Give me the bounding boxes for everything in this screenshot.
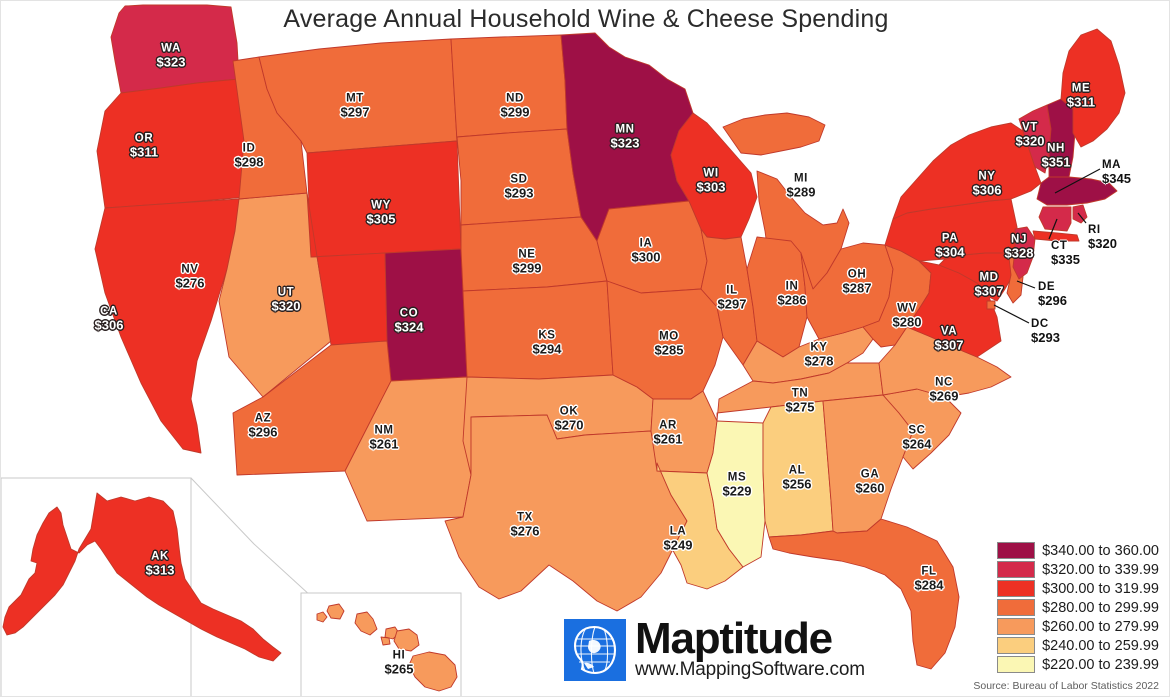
legend-swatch — [997, 542, 1036, 559]
legend-row[interactable]: $340.00 to 360.00 — [997, 541, 1159, 560]
state-NH[interactable] — [1046, 98, 1076, 178]
state-MO[interactable] — [606, 280, 724, 400]
state-AL[interactable] — [762, 400, 834, 538]
legend-row[interactable]: $320.00 to 339.99 — [997, 560, 1159, 579]
legend-row[interactable]: $260.00 to 279.99 — [997, 617, 1159, 636]
legend-row[interactable]: $300.00 to 319.99 — [997, 579, 1159, 598]
legend-swatch — [997, 618, 1036, 635]
state-AZ[interactable] — [232, 340, 392, 476]
state-ND[interactable] — [450, 34, 568, 142]
state-HI[interactable] — [316, 603, 458, 692]
state-RI[interactable] — [1072, 204, 1088, 224]
state-GA[interactable] — [822, 394, 914, 534]
legend-label: $220.00 to 239.99 — [1042, 656, 1159, 673]
state-NJ[interactable] — [1012, 226, 1036, 280]
state-CA[interactable] — [94, 198, 240, 454]
long-island — [1032, 230, 1080, 242]
maptitude-logo[interactable]: Maptitude www.MappingSoftware.com — [564, 614, 865, 681]
legend-label: $300.00 to 319.99 — [1042, 580, 1159, 597]
legend-swatch — [997, 580, 1036, 597]
legend-label: $260.00 to 279.99 — [1042, 618, 1159, 635]
legend-row[interactable]: $240.00 to 259.99 — [997, 636, 1159, 655]
leader-line-CT — [1048, 218, 1058, 240]
alaska-inset-connector — [190, 477, 313, 598]
source-note: Source: Bureau of Labor Statistics 2022 — [973, 680, 1159, 692]
legend-label: $240.00 to 259.99 — [1042, 637, 1159, 654]
logo-wordmark: Maptitude — [635, 614, 833, 663]
map-legend: $340.00 to 360.00 $320.00 to 339.99 $300.0… — [997, 541, 1159, 674]
state-OR[interactable] — [96, 78, 248, 209]
state-ME[interactable] — [1060, 28, 1126, 148]
state-CT[interactable] — [1038, 206, 1072, 232]
legend-swatch — [997, 637, 1036, 654]
legend-swatch — [997, 656, 1036, 673]
state-IA[interactable] — [596, 200, 708, 294]
legend-label: $280.00 to 299.99 — [1042, 599, 1159, 616]
globe-head-icon — [564, 619, 626, 681]
state-FL[interactable] — [768, 518, 960, 670]
legend-swatch — [997, 561, 1036, 578]
state-MS[interactable] — [706, 420, 766, 568]
legend-row[interactable]: $280.00 to 299.99 — [997, 598, 1159, 617]
legend-label: $320.00 to 339.99 — [1042, 561, 1159, 578]
state-VT[interactable] — [1018, 104, 1052, 174]
leader-line-DC — [993, 304, 1030, 324]
logo-url: www.MappingSoftware.com — [635, 659, 865, 681]
leader-line-RI — [1077, 212, 1087, 224]
leader-line-MA — [1054, 168, 1101, 194]
state-TX[interactable] — [444, 414, 688, 612]
leader-line-DE — [1016, 280, 1036, 289]
state-WY[interactable] — [306, 140, 462, 258]
legend-swatch — [997, 599, 1036, 616]
state-AK[interactable] — [2, 492, 282, 662]
state-WA[interactable] — [110, 4, 240, 94]
legend-row[interactable]: $220.00 to 239.99 — [997, 655, 1159, 674]
state-SD[interactable] — [456, 128, 582, 226]
state-MA[interactable] — [1036, 176, 1118, 206]
state-NE[interactable] — [460, 216, 608, 292]
state-KS[interactable] — [462, 280, 614, 380]
legend-label: $340.00 to 360.00 — [1042, 542, 1159, 559]
state-AR[interactable] — [650, 390, 718, 474]
state-DC[interactable] — [986, 300, 996, 310]
state-CO[interactable] — [384, 248, 468, 382]
